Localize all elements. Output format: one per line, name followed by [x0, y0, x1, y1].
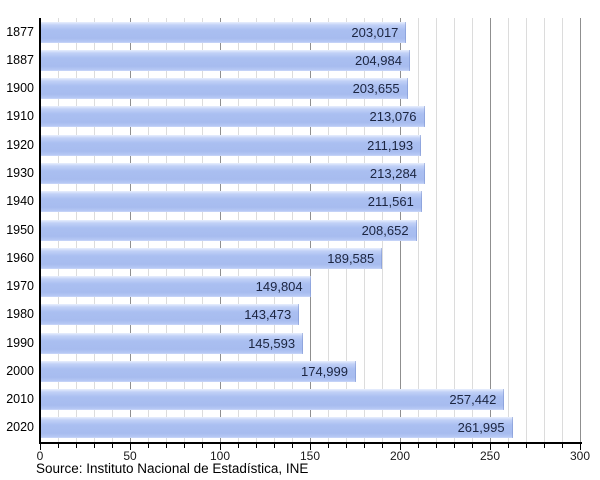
x-axis-tick	[220, 444, 221, 450]
x-axis-tick	[526, 444, 527, 448]
y-axis-label-1930: 1930	[6, 165, 34, 180]
source-caption: Source: Instituto Nacional de Estadístic…	[36, 461, 309, 476]
bar-value-label-1887: 204,984	[354, 52, 402, 68]
x-axis-tick	[580, 444, 581, 450]
bar-value-label-1920: 211,193	[367, 137, 414, 153]
grid-line-minor	[472, 18, 473, 442]
x-axis-tick	[130, 444, 131, 450]
x-axis-tick	[40, 444, 41, 450]
bar-value-label-1940: 211,561	[367, 194, 414, 210]
x-axis-tick	[346, 444, 347, 448]
x-axis-tick	[454, 444, 455, 448]
y-axis-label-2010: 2010	[6, 392, 34, 407]
bar-1887: 204,984	[41, 49, 410, 71]
grid-line-minor	[562, 18, 563, 442]
y-axis-label-1920: 1920	[6, 137, 34, 152]
x-axis-tick-label-50: 50	[123, 449, 137, 463]
grid-line-minor	[544, 18, 545, 442]
x-axis-tick	[256, 444, 257, 448]
x-axis-tick	[310, 444, 311, 450]
bar-value-label-1930: 213,284	[369, 165, 417, 181]
y-axis-label-1940: 1940	[6, 194, 34, 209]
bar-1900: 203,655	[41, 78, 408, 100]
x-axis-tick-label-200: 200	[389, 449, 411, 463]
bar-1990: 145,593	[41, 332, 304, 354]
x-axis-tick	[238, 444, 239, 448]
x-axis-tick	[58, 444, 59, 448]
y-axis-label-1910: 1910	[6, 109, 34, 124]
x-axis-tick-label-100: 100	[209, 449, 231, 463]
x-axis-tick	[328, 444, 329, 448]
bar-1950: 208,652	[41, 219, 417, 241]
x-axis-tick	[508, 444, 509, 448]
bar-value-label-1910: 213,076	[369, 109, 417, 125]
x-axis-tick-label-150: 150	[299, 449, 321, 463]
x-axis-tick-label-0: 0	[36, 449, 44, 463]
x-axis-line	[39, 442, 582, 444]
x-axis-tick	[184, 444, 185, 448]
x-axis-tick	[436, 444, 437, 448]
x-axis-tick	[472, 444, 473, 448]
y-axis-label-1960: 1960	[6, 250, 34, 265]
x-axis-tick	[400, 444, 401, 450]
y-axis-label-2020: 2020	[6, 420, 34, 435]
bar-1940: 211,561	[41, 191, 422, 213]
y-axis-label-1980: 1980	[6, 307, 34, 322]
x-axis-tick	[490, 444, 491, 450]
grid-line-major	[490, 18, 491, 442]
y-axis-label-1970: 1970	[6, 279, 34, 294]
x-axis-tick	[202, 444, 203, 448]
bar-value-label-2020: 261,995	[457, 420, 505, 436]
y-axis-label-2000: 2000	[6, 363, 34, 378]
bar-value-label-1877: 203,017	[351, 24, 399, 40]
x-axis-tick	[166, 444, 167, 448]
x-axis-tick-label-300: 300	[569, 449, 591, 463]
y-axis-line	[39, 18, 41, 444]
bar-1920: 211,193	[41, 134, 422, 156]
x-axis-tick	[292, 444, 293, 448]
y-axis-label-1990: 1990	[6, 335, 34, 350]
x-axis-tick	[382, 444, 383, 448]
bar-value-label-2000: 174,999	[300, 363, 348, 379]
bar-2010: 257,442	[41, 389, 505, 411]
bar-value-label-1980: 143,473	[244, 307, 292, 323]
x-axis-tick	[112, 444, 113, 448]
bar-1970: 149,804	[41, 276, 311, 298]
bar-1930: 213,284	[41, 162, 425, 184]
grid-line-minor	[526, 18, 527, 442]
y-axis-label-1900: 1900	[6, 81, 34, 96]
bar-value-label-1950: 208,652	[361, 222, 409, 238]
x-axis-tick	[418, 444, 419, 448]
x-axis-tick	[94, 444, 95, 448]
grid-line-minor	[508, 18, 509, 442]
bar-value-label-1990: 145,593	[248, 335, 296, 351]
grid-line-minor	[454, 18, 455, 442]
bar-1960: 189,585	[41, 247, 383, 269]
x-axis-tick	[364, 444, 365, 448]
x-axis-tick	[148, 444, 149, 448]
bar-1877: 203,017	[41, 21, 407, 43]
bar-2020: 261,995	[41, 417, 513, 439]
bar-value-label-1960: 189,585	[327, 250, 375, 266]
bar-1980: 143,473	[41, 304, 300, 326]
bar-1910: 213,076	[41, 106, 425, 128]
grid-line-minor	[436, 18, 437, 442]
grid-line-major	[580, 18, 581, 442]
y-axis-label-1877: 1877	[6, 24, 34, 39]
bar-value-label-1970: 149,804	[255, 279, 303, 295]
bar-value-label-2010: 257,442	[449, 392, 497, 408]
bar-2000: 174,999	[41, 360, 356, 382]
y-axis-label-1887: 1887	[6, 52, 34, 67]
bar-value-label-1900: 203,655	[352, 81, 400, 97]
x-axis-tick	[562, 444, 563, 448]
grid-line-minor	[418, 18, 419, 442]
x-axis-tick	[274, 444, 275, 448]
x-axis-tick-label-250: 250	[479, 449, 501, 463]
y-axis-label-1950: 1950	[6, 222, 34, 237]
x-axis-tick	[76, 444, 77, 448]
x-axis-tick	[544, 444, 545, 448]
